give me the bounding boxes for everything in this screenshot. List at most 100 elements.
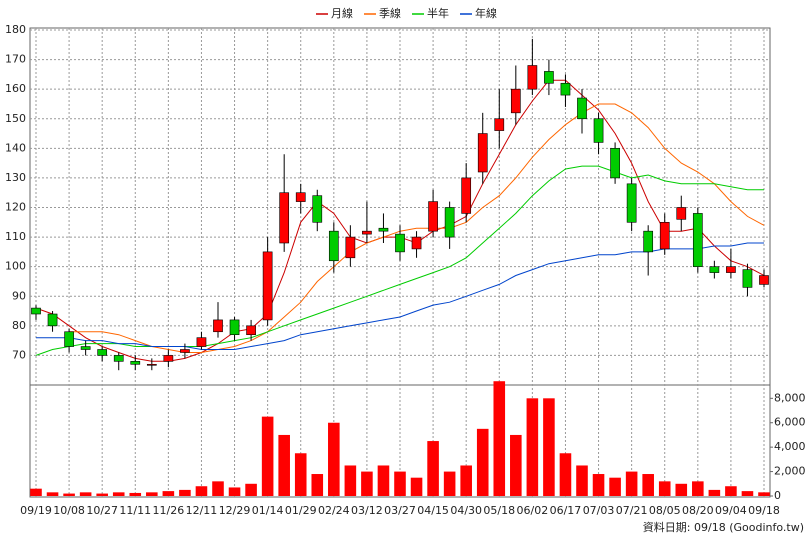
volume-bar bbox=[212, 481, 224, 496]
candle-body bbox=[577, 97, 587, 120]
volume-bar bbox=[658, 481, 671, 496]
candle-body bbox=[659, 221, 670, 250]
candle-body bbox=[196, 337, 207, 347]
volume-bar bbox=[311, 474, 324, 496]
x-tick-label: 11/11 bbox=[119, 504, 151, 517]
volume-bar bbox=[278, 434, 290, 496]
legend-label: 半年 bbox=[427, 6, 449, 20]
y-tick-label: 90 bbox=[12, 289, 26, 302]
y-tick-label: 110 bbox=[5, 230, 26, 243]
volume-bar bbox=[179, 489, 191, 496]
candle-body bbox=[180, 349, 190, 353]
x-tick-label: 01/29 bbox=[285, 504, 317, 517]
candle-body bbox=[692, 213, 703, 267]
x-tick-label: 12/29 bbox=[219, 504, 251, 517]
volume-bar bbox=[96, 493, 108, 496]
x-tick-label: 11/26 bbox=[153, 504, 185, 517]
x-tick-label: 09/18 bbox=[748, 504, 780, 517]
volume-bar bbox=[758, 492, 770, 496]
volume-bar bbox=[294, 453, 307, 496]
candle-body bbox=[527, 65, 538, 90]
volume-bar bbox=[476, 428, 489, 496]
x-tick-label: 05/18 bbox=[483, 504, 515, 517]
volume-bar bbox=[576, 465, 588, 496]
volume-bar bbox=[394, 471, 406, 496]
volume-bar bbox=[443, 471, 456, 496]
candle-body bbox=[477, 133, 488, 173]
candle-body bbox=[97, 349, 108, 356]
volume-bar bbox=[328, 422, 340, 496]
x-tick-label: 07/21 bbox=[616, 504, 648, 517]
candle-body bbox=[726, 266, 736, 273]
volume-bar bbox=[112, 492, 125, 496]
candle-body bbox=[163, 355, 174, 362]
legend-label: 月線 bbox=[331, 6, 353, 20]
legend-label: 年線 bbox=[475, 6, 497, 20]
candle-body bbox=[510, 88, 521, 114]
candle-body bbox=[626, 183, 637, 223]
candle-body bbox=[312, 195, 323, 223]
candle-body bbox=[64, 331, 74, 347]
y2-tick-label: 2,000 bbox=[774, 465, 806, 478]
y-tick-label: 70 bbox=[12, 348, 26, 361]
candle-body bbox=[229, 319, 240, 336]
candle-body bbox=[494, 118, 505, 131]
y-tick-label: 160 bbox=[5, 82, 26, 95]
x-tick-label: 10/08 bbox=[53, 504, 85, 517]
volume-bar bbox=[129, 492, 142, 496]
candle-body bbox=[444, 207, 455, 238]
volume-bar bbox=[162, 491, 175, 496]
volume-bar bbox=[146, 492, 158, 496]
x-tick-label: 01/14 bbox=[252, 504, 284, 517]
volume-bar bbox=[79, 492, 92, 496]
candle-body bbox=[262, 251, 273, 321]
volume-bar bbox=[559, 453, 572, 496]
x-tick-label: 06/17 bbox=[550, 504, 582, 517]
candle-body bbox=[461, 177, 472, 214]
volume-bar bbox=[692, 481, 704, 496]
candle-body bbox=[378, 227, 389, 232]
x-tick-label: 06/02 bbox=[517, 504, 549, 517]
volume-bar bbox=[377, 465, 390, 496]
candle-body bbox=[362, 230, 372, 235]
candle-body bbox=[246, 325, 256, 336]
candle-body bbox=[113, 355, 124, 362]
candle-body bbox=[676, 207, 687, 220]
y2-tick-label: 0 bbox=[774, 489, 781, 502]
x-tick-label: 03/12 bbox=[351, 504, 383, 517]
candle-body bbox=[345, 236, 356, 259]
volume-bar bbox=[460, 465, 472, 496]
volume-bar bbox=[625, 471, 638, 496]
candle-body bbox=[47, 313, 58, 327]
volume-bar bbox=[228, 487, 241, 496]
y-tick-label: 170 bbox=[5, 53, 26, 66]
volume-bar bbox=[410, 477, 423, 496]
volume-bar bbox=[261, 416, 274, 496]
candle-body bbox=[709, 266, 720, 273]
candle-body bbox=[146, 363, 157, 366]
x-tick-label: 12/11 bbox=[186, 504, 218, 517]
volume-bar bbox=[63, 493, 75, 496]
volume-bar bbox=[510, 434, 522, 496]
candle-body bbox=[31, 307, 41, 315]
candle-body bbox=[544, 71, 554, 84]
x-tick-label: 09/19 bbox=[20, 504, 52, 517]
x-tick-label: 04/30 bbox=[450, 504, 482, 517]
y-tick-label: 140 bbox=[5, 141, 26, 154]
volume-bar bbox=[592, 474, 605, 496]
candle-body bbox=[213, 319, 223, 333]
footer: 資料日期: 09/18 (Goodinfo.tw) bbox=[643, 520, 804, 534]
volume-bar bbox=[741, 491, 754, 496]
y-tick-label: 130 bbox=[5, 171, 26, 184]
volume-bar bbox=[725, 486, 737, 496]
volume-bar bbox=[642, 474, 654, 496]
y-tick-label: 150 bbox=[5, 112, 26, 125]
y2-tick-label: 6,000 bbox=[774, 416, 806, 429]
candle-body bbox=[80, 346, 91, 350]
x-tick-label: 04/15 bbox=[417, 504, 449, 517]
candle-body bbox=[610, 148, 620, 179]
volume-bar bbox=[195, 486, 208, 496]
y2-tick-label: 8,000 bbox=[774, 391, 806, 404]
volume-bar bbox=[543, 398, 555, 496]
